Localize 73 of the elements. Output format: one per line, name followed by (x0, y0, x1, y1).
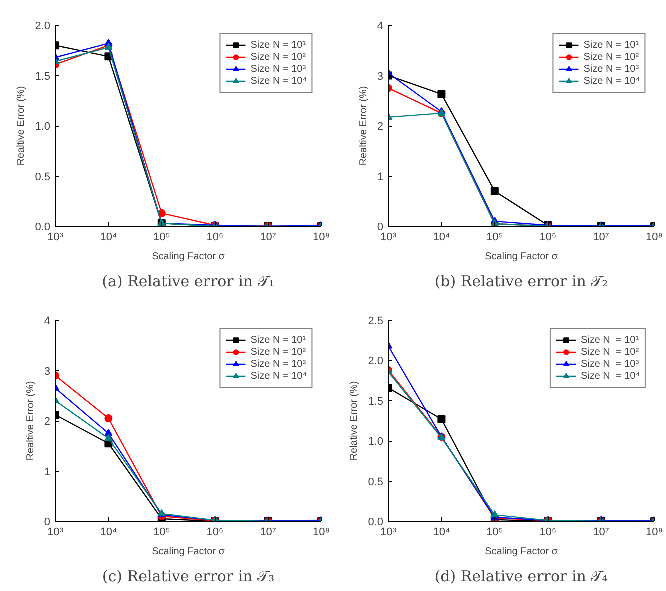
y-tick-label: 2.0 (368, 356, 384, 368)
x-axis-title: Scaling Factor σ (485, 546, 559, 558)
y-axis-title: Realtive Error (%) (358, 86, 370, 166)
legend-label: Size N = 10² (250, 346, 306, 358)
y-tick-label: 0 (44, 516, 51, 528)
y-tick-label: 0 (377, 222, 384, 234)
legend-label: Size N = 10³ (584, 63, 640, 75)
y-tick-label: 1 (44, 466, 51, 478)
y-tick-label: 1 (377, 171, 384, 184)
x-tick-label: 10⁶ (540, 526, 556, 538)
legend-label: Size N = 10² (250, 51, 306, 63)
legend-label: Size N = 10² (580, 346, 640, 358)
text: (b) Relative error in 𝒯₂ (434, 272, 608, 290)
x-axis-title: Scaling Factor σ (152, 252, 226, 262)
y-tick-label: 2 (44, 416, 51, 428)
legend-label: Size N = 10¹ (250, 39, 306, 51)
y-tick-label: 3 (44, 366, 51, 378)
legend-label: Size N = 10¹ (250, 334, 306, 346)
x-tick-label: 10³ (380, 232, 397, 244)
text: (d) Relative error in 𝒯₄ (434, 568, 608, 586)
legend-label: Size N = 10³ (250, 358, 306, 370)
legend-label: Size N = 10⁴ (584, 75, 640, 87)
y-axis-title: Relative Error (%) (349, 381, 360, 461)
x-tick-label: 10⁸ (646, 232, 663, 244)
text: (a) Relative error in 𝒯₁ (102, 272, 275, 290)
y-axis-title: Realtive Error (%) (16, 86, 28, 166)
legend-label: Size N = 10³ (250, 63, 306, 75)
legend-label: Size N = 10¹ (584, 39, 640, 51)
legend-label: Size N = 10⁴ (250, 370, 307, 382)
y-tick-label: 2.0 (35, 20, 51, 32)
x-tick-label: 10⁸ (313, 232, 330, 244)
y-tick-label: 1.5 (368, 396, 384, 408)
x-axis-title: Scaling Factor σ (485, 252, 559, 262)
legend-label: Size N = 10⁴ (250, 75, 307, 87)
x-tick-label: 10⁴ (100, 526, 118, 538)
legend-label: Size N = 10³ (580, 358, 640, 370)
x-tick-label: 10³ (48, 232, 64, 244)
x-tick-label: 10³ (48, 526, 64, 538)
x-tick-label: 10⁴ (100, 232, 118, 244)
y-tick-label: 4 (377, 20, 384, 32)
legend-label: Size N = 10⁴ (580, 370, 640, 382)
y-tick-label: 4 (44, 316, 51, 328)
x-axis-title: Scaling Factor σ (152, 546, 226, 558)
x-tick-label: 10⁴ (433, 232, 450, 244)
x-tick-label: 10⁷ (593, 232, 610, 244)
x-tick-label: 10³ (380, 526, 397, 538)
text: (c) Relative error in 𝒯₃ (102, 568, 275, 586)
y-tick-label: 0.5 (368, 476, 384, 488)
y-tick-label: 1.5 (35, 70, 51, 83)
x-tick-label: 10⁵ (154, 232, 170, 244)
x-tick-label: 10⁴ (433, 526, 450, 538)
x-tick-label: 10⁷ (260, 232, 276, 244)
x-tick-label: 10⁷ (260, 526, 276, 538)
x-tick-label: 10⁸ (646, 526, 663, 538)
x-tick-label: 10⁶ (206, 232, 224, 244)
legend-label: Size N = 10¹ (580, 334, 640, 346)
y-axis-title: Realtive Error (%) (25, 381, 36, 461)
x-tick-label: 10⁶ (206, 526, 224, 538)
x-tick-label: 10⁸ (313, 526, 330, 538)
x-tick-label: 10⁵ (154, 526, 170, 538)
y-tick-label: 0.5 (35, 171, 51, 184)
y-tick-label: 0.0 (368, 516, 384, 528)
y-tick-label: 2.5 (368, 316, 384, 328)
x-tick-label: 10⁷ (593, 526, 610, 538)
x-tick-label: 10⁵ (486, 526, 504, 538)
x-tick-label: 10⁶ (540, 232, 556, 244)
y-tick-label: 0.0 (35, 222, 51, 234)
y-tick-label: 2 (377, 121, 384, 133)
y-tick-label: 1.0 (368, 436, 384, 448)
y-tick-label: 1.0 (35, 121, 51, 133)
legend-label: Size N = 10² (584, 51, 640, 63)
y-tick-label: 3 (377, 70, 384, 83)
x-tick-label: 10⁵ (486, 232, 504, 244)
